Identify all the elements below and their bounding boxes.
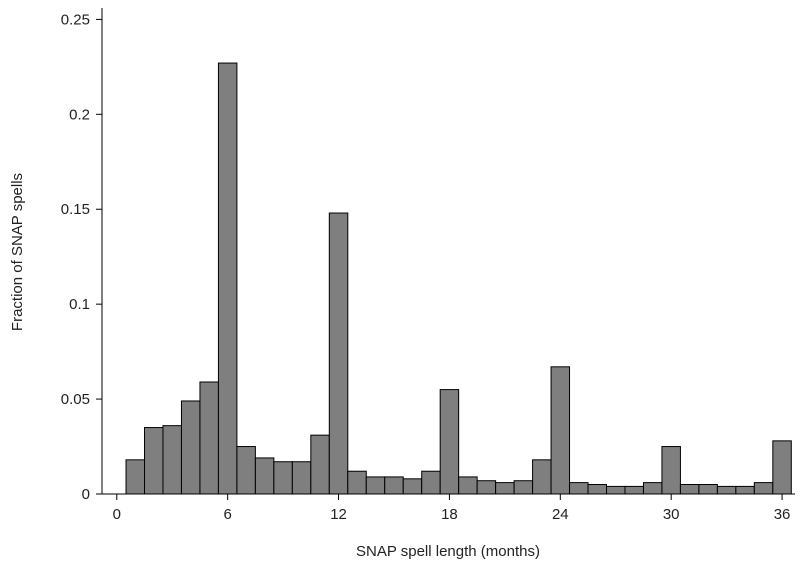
bar	[606, 485, 626, 495]
bar	[458, 476, 478, 495]
y-tick-label: 0	[82, 486, 90, 503]
x-tick-label: 36	[774, 506, 791, 523]
x-tick-label: 6	[223, 506, 231, 523]
bar	[402, 478, 423, 495]
x-tick-label: 24	[552, 506, 569, 523]
bar	[347, 470, 367, 495]
bar	[125, 459, 146, 495]
x-tick-label: 0	[113, 506, 121, 523]
y-axis-label: Fraction of SNAP spells	[9, 173, 26, 331]
bar	[716, 485, 737, 495]
bar	[273, 461, 293, 495]
x-tick-label: 12	[330, 506, 347, 523]
bar	[587, 484, 608, 495]
bar	[753, 482, 774, 495]
bar	[735, 485, 755, 495]
bar	[365, 476, 386, 495]
bar	[642, 482, 663, 495]
x-tick-label: 18	[441, 506, 458, 523]
bar	[217, 62, 238, 495]
bar	[495, 482, 515, 495]
bar	[310, 434, 330, 495]
bar	[513, 480, 534, 495]
y-tick-label: 0.05	[61, 391, 90, 408]
bar	[180, 400, 201, 495]
bar	[698, 484, 718, 495]
x-axis-label: SNAP spell length (months)	[356, 543, 540, 560]
bar	[624, 485, 644, 495]
bar	[162, 425, 182, 495]
x-tick-label: 30	[663, 506, 680, 523]
bar	[421, 470, 441, 495]
bar	[384, 476, 404, 495]
y-tick-label: 0.2	[69, 106, 90, 123]
y-tick-label: 0.1	[69, 296, 90, 313]
bar	[439, 389, 460, 495]
bar	[254, 457, 275, 495]
bar	[476, 480, 497, 495]
bar	[661, 446, 681, 495]
bar	[144, 427, 164, 495]
bar	[772, 440, 792, 495]
bar	[328, 212, 349, 495]
bar	[569, 482, 589, 495]
bar	[236, 446, 256, 495]
bar	[679, 484, 700, 495]
bar	[291, 461, 312, 495]
bar	[550, 366, 571, 495]
y-tick-label: 0.25	[61, 11, 90, 28]
bar	[199, 381, 219, 495]
y-tick-label: 0.15	[61, 201, 90, 218]
bar	[532, 459, 552, 495]
